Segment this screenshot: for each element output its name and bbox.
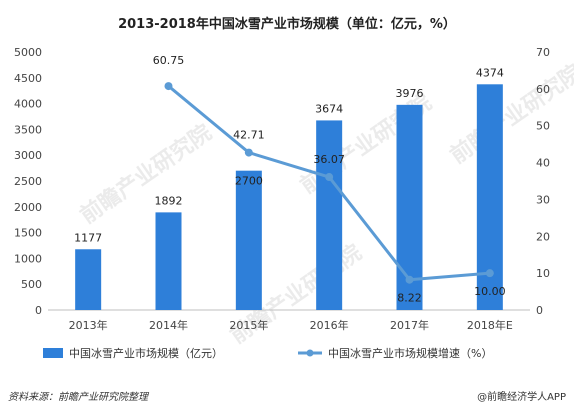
y-left-tick-label: 4500 — [14, 72, 42, 85]
source-text: 前瞻产业研究院整理 — [58, 391, 150, 403]
y-left-tick-label: 2500 — [14, 175, 42, 188]
legend: 中国冰雪产业市场规模（亿元） 中国冰雪产业市场规模增速（%） — [43, 346, 492, 360]
y-right-tick-label: 10 — [536, 267, 550, 280]
line-point — [405, 275, 414, 284]
brand-credit: @前瞻经济学人APP — [477, 390, 566, 403]
y-left-tick-label: 0 — [35, 304, 42, 317]
bar-value-label: 4374 — [476, 66, 504, 79]
y-left-tick-label: 2000 — [14, 201, 42, 214]
bar-value-label: 3674 — [315, 102, 343, 115]
y-right-tick-label: 20 — [536, 230, 550, 243]
line-value-label: 36.07 — [313, 153, 345, 166]
y-left-tick-label: 5000 — [14, 46, 42, 59]
y-right-tick-label: 30 — [536, 193, 550, 206]
y-right-tick-label: 40 — [536, 157, 550, 170]
source-label: 资料来源： — [8, 391, 58, 403]
line-value-label: 42.71 — [233, 129, 265, 142]
line-point — [164, 82, 173, 91]
bar — [155, 212, 182, 310]
x-tick-label: 2014年 — [149, 318, 188, 332]
line-point — [325, 173, 334, 182]
y-right-tick-label: 50 — [536, 120, 550, 133]
y-left-tick-label: 3000 — [14, 149, 42, 162]
line-series — [164, 82, 494, 284]
legend-bar-swatch — [43, 348, 63, 358]
bar-value-label: 3976 — [396, 87, 424, 100]
legend-line-marker — [306, 349, 314, 357]
line-value-label: 10.00 — [474, 285, 506, 298]
bar-value-label: 1892 — [155, 194, 183, 207]
watermark-text: 前瞻产业研究院 — [445, 59, 574, 169]
bar — [75, 249, 102, 310]
chart-title: 2013-2018年中国冰雪产业市场规模（单位：亿元，%） — [118, 16, 456, 32]
legend-line-label: 中国冰雪产业市场规模增速（%） — [328, 346, 492, 360]
x-tick-label: 2016年 — [310, 318, 349, 332]
line-value-label: 8.22 — [397, 292, 422, 305]
y-left-tick-label: 1000 — [14, 252, 42, 265]
line-point — [485, 269, 494, 278]
bar — [316, 120, 343, 310]
footer: 资料来源： 前瞻产业研究院整理 @前瞻经济学人APP — [8, 390, 566, 403]
y-axis-right: 0 10 20 30 40 50 60 70 — [536, 46, 550, 317]
y-left-tick-label: 3500 — [14, 123, 42, 136]
y-axis-left: 0 500 1000 1500 2000 2500 3000 3500 4000 4500 5000 — [14, 46, 42, 317]
x-axis: 2013年 2014年 2015年 2016年 2017年 2018年E — [48, 309, 530, 332]
y-left-tick-label: 1500 — [14, 227, 42, 240]
bar-value-label: 1177 — [74, 231, 102, 244]
line-value-label: 60.75 — [153, 54, 185, 67]
line-point — [244, 148, 253, 157]
y-right-tick-label: 60 — [536, 83, 550, 96]
x-tick-label: 2013年 — [69, 318, 108, 332]
x-tick-label: 2015年 — [229, 318, 268, 332]
watermark-text: 前瞻产业研究院 — [75, 119, 216, 229]
bar — [235, 170, 262, 310]
bar-value-label: 2700 — [235, 175, 263, 188]
legend-bar-label: 中国冰雪产业市场规模（亿元） — [69, 346, 223, 360]
x-tick-label: 2017年 — [390, 318, 429, 332]
y-left-tick-label: 4000 — [14, 98, 42, 111]
y-right-tick-label: 70 — [536, 46, 550, 59]
data-labels: 1177 1892 2700 3674 3976 4374 60.75 42.71 36.07 8… — [74, 54, 505, 305]
x-tick-label: 2018年E — [467, 318, 513, 332]
y-right-tick-label: 0 — [536, 304, 543, 317]
y-left-tick-label: 500 — [21, 278, 42, 291]
